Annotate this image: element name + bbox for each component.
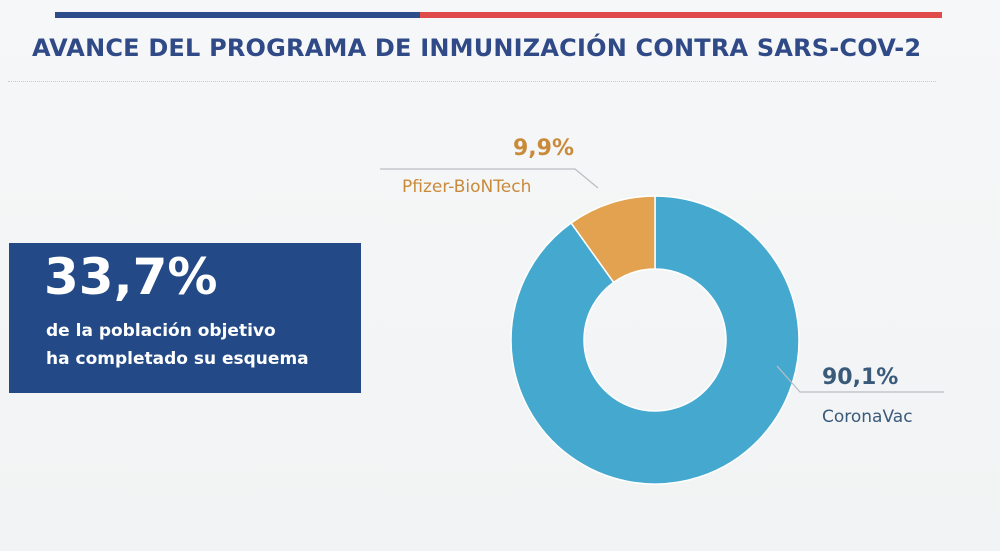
title-divider xyxy=(8,81,936,82)
kpi-value: 33,7% xyxy=(44,248,218,306)
slice-label-pfizer: Pfizer-BioNTech xyxy=(402,177,531,197)
top-stripe-red xyxy=(420,12,942,18)
kpi-description-line2: ha completado su esquema xyxy=(46,349,309,369)
top-stripe-blue xyxy=(55,12,420,18)
kpi-box xyxy=(9,243,361,393)
leader-line-coronavac xyxy=(776,365,944,393)
leader-line-pfizer xyxy=(380,168,599,189)
slice-pct-pfizer: 9,9% xyxy=(513,136,574,161)
donut-slice-coronavac xyxy=(510,195,800,485)
slice-pct-coronavac: 90,1% xyxy=(822,365,898,390)
kpi-description-line1: de la población objetivo xyxy=(46,321,276,341)
donut-slice-pfizer-biontech xyxy=(570,195,656,284)
slice-label-coronavac: CoronaVac xyxy=(822,407,913,427)
page-title: AVANCE DEL PROGRAMA DE INMUNIZACIÓN CONT… xyxy=(32,34,922,62)
